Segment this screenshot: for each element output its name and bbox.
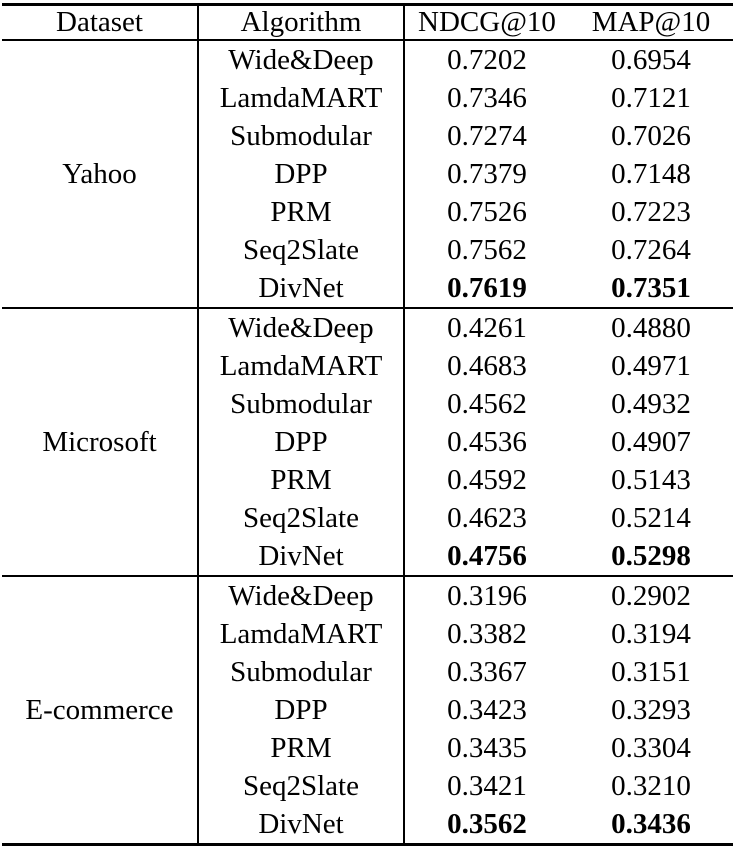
- algorithm-cell: PRM: [198, 729, 405, 767]
- col-header-map: MAP@10: [591, 6, 711, 38]
- algorithm-cell: PRM: [198, 193, 405, 231]
- algorithm-cell: Submodular: [198, 653, 405, 691]
- ndcg-cell: 0.4562: [447, 387, 527, 420]
- dataset-label: Microsoft: [2, 308, 199, 576]
- algorithm-cell: Wide&Deep: [198, 308, 405, 347]
- table-row: DPP 0.4536 0.4907: [2, 423, 733, 461]
- algorithm-cell: PRM: [198, 461, 405, 499]
- algorithm-cell: DivNet: [198, 805, 405, 845]
- table-row: Submodular 0.7274 0.7026: [2, 117, 733, 155]
- ndcg-cell: 0.4536: [447, 425, 527, 458]
- map-cell: 0.2902: [611, 579, 691, 612]
- section-microsoft: Microsoft Wide&Deep 0.4261 0.4880 LamdaM…: [2, 308, 733, 576]
- table-row: Seq2Slate 0.7562 0.7264: [2, 231, 733, 269]
- table-row: Yahoo Wide&Deep 0.7202 0.6954: [2, 40, 733, 308]
- ndcg-cell-best: 0.7619: [447, 271, 527, 304]
- algorithm-cell: Seq2Slate: [198, 767, 405, 805]
- map-cell-best: 0.7351: [611, 271, 691, 304]
- map-cell: 0.5214: [611, 501, 691, 534]
- map-cell: 0.3194: [611, 617, 691, 650]
- ndcg-cell: 0.4683: [447, 349, 527, 382]
- table-row: PRM 0.4592 0.5143: [2, 461, 733, 499]
- algorithm-cell: DPP: [198, 155, 405, 193]
- section-ecommerce: E-commerce Wide&Deep 0.3196 0.2902 Lamda…: [2, 576, 733, 845]
- ndcg-cell: 0.7379: [447, 157, 527, 190]
- algorithm-cell: DivNet: [198, 269, 405, 308]
- col-header-dataset: Dataset: [2, 4, 199, 40]
- ndcg-cell: 0.3196: [447, 579, 527, 612]
- table-row: E-commerce Wide&Deep 0.3196 0.2902: [2, 576, 733, 845]
- map-cell: 0.5143: [611, 463, 691, 496]
- algorithm-cell: LamdaMART: [198, 79, 405, 117]
- ndcg-cell: 0.4623: [447, 501, 527, 534]
- map-cell: 0.7026: [611, 119, 691, 152]
- map-cell: 0.3210: [611, 769, 691, 802]
- map-cell: 0.7223: [611, 195, 691, 228]
- table-row-best: DivNet 0.3562 0.3436: [2, 805, 733, 845]
- table-row: Microsoft Wide&Deep 0.4261 0.4880: [2, 308, 733, 576]
- algorithm-cell: LamdaMART: [198, 615, 405, 653]
- algorithm-cell: DPP: [198, 423, 405, 461]
- ndcg-cell: 0.3423: [447, 693, 527, 726]
- ndcg-cell: 0.3367: [447, 655, 527, 688]
- dataset-label: E-commerce: [2, 576, 199, 845]
- ndcg-cell: 0.3421: [447, 769, 527, 802]
- table-row: Submodular 0.3367 0.3151: [2, 653, 733, 691]
- table-row-best: DivNet 0.7619 0.7351: [2, 269, 733, 308]
- map-cell: 0.3304: [611, 731, 691, 764]
- table-row: LamdaMART 0.3382 0.3194: [2, 615, 733, 653]
- algorithm-cell: Wide&Deep: [198, 40, 405, 79]
- ndcg-cell: 0.7562: [447, 233, 527, 266]
- table-row: DPP 0.7379 0.7148: [2, 155, 733, 193]
- header-row: Dataset Algorithm NDCG@10 MAP@10: [2, 4, 733, 40]
- map-cell: 0.4880: [611, 311, 691, 344]
- algorithm-cell: LamdaMART: [198, 347, 405, 385]
- algorithm-cell: DivNet: [198, 537, 405, 576]
- ndcg-cell-best: 0.4756: [447, 539, 527, 572]
- table-row: Seq2Slate 0.4623 0.5214: [2, 499, 733, 537]
- ndcg-cell: 0.7202: [447, 43, 527, 76]
- algorithm-cell: Submodular: [198, 117, 405, 155]
- table-row: PRM 0.3435 0.3304: [2, 729, 733, 767]
- algorithm-cell: DPP: [198, 691, 405, 729]
- algorithm-cell: Submodular: [198, 385, 405, 423]
- ndcg-cell: 0.7526: [447, 195, 527, 228]
- table-row-best: DivNet 0.4756 0.5298: [2, 537, 733, 576]
- table-header: Dataset Algorithm NDCG@10 MAP@10: [2, 4, 733, 40]
- ndcg-cell: 0.7346: [447, 81, 527, 114]
- table-row: LamdaMART 0.4683 0.4971: [2, 347, 733, 385]
- map-cell: 0.3151: [611, 655, 691, 688]
- ndcg-cell-best: 0.3562: [447, 807, 527, 840]
- ndcg-cell: 0.7274: [447, 119, 527, 152]
- dataset-label: Yahoo: [2, 40, 199, 308]
- ndcg-cell: 0.4261: [447, 311, 527, 344]
- col-header-algorithm: Algorithm: [198, 4, 405, 40]
- algorithm-cell: Seq2Slate: [198, 231, 405, 269]
- map-cell: 0.7148: [611, 157, 691, 190]
- map-cell: 0.7121: [611, 81, 691, 114]
- table-row: PRM 0.7526 0.7223: [2, 193, 733, 231]
- map-cell-best: 0.3436: [611, 807, 691, 840]
- map-cell-best: 0.5298: [611, 539, 691, 572]
- table-row: DPP 0.3423 0.3293: [2, 691, 733, 729]
- table-row: Submodular 0.4562 0.4932: [2, 385, 733, 423]
- map-cell: 0.4932: [611, 387, 691, 420]
- table-row: LamdaMART 0.7346 0.7121: [2, 79, 733, 117]
- col-header-ndcg: NDCG@10: [418, 6, 556, 38]
- algorithm-cell: Seq2Slate: [198, 499, 405, 537]
- table-row: Seq2Slate 0.3421 0.3210: [2, 767, 733, 805]
- map-cell: 0.7264: [611, 233, 691, 266]
- results-table: Dataset Algorithm NDCG@10 MAP@10 Yahoo W…: [2, 3, 733, 846]
- map-cell: 0.3293: [611, 693, 691, 726]
- ndcg-cell: 0.4592: [447, 463, 527, 496]
- ndcg-cell: 0.3382: [447, 617, 527, 650]
- map-cell: 0.4907: [611, 425, 691, 458]
- ndcg-cell: 0.3435: [447, 731, 527, 764]
- map-cell: 0.4971: [611, 349, 691, 382]
- map-cell: 0.6954: [611, 43, 691, 76]
- section-yahoo: Yahoo Wide&Deep 0.7202 0.6954 LamdaMART …: [2, 40, 733, 308]
- algorithm-cell: Wide&Deep: [198, 576, 405, 615]
